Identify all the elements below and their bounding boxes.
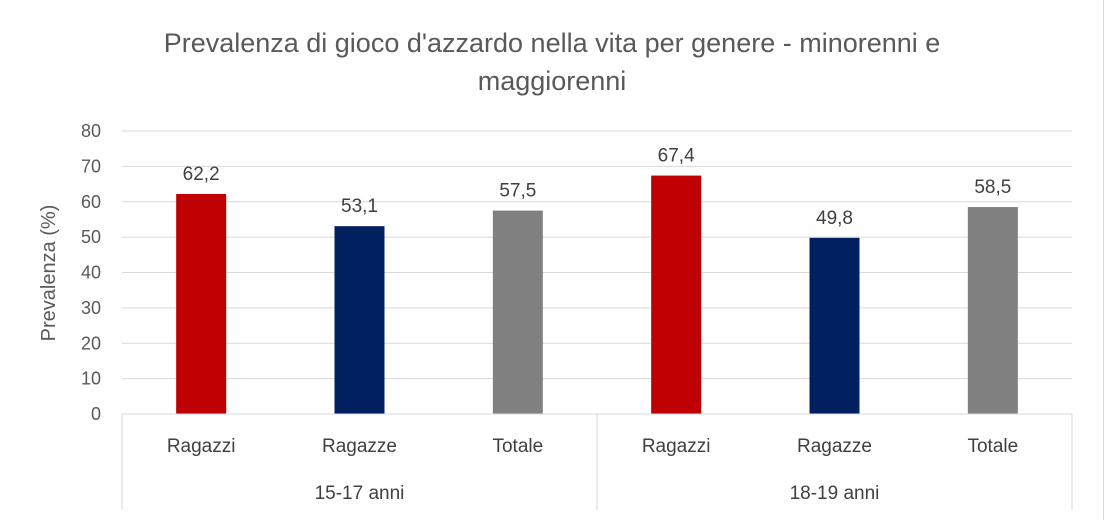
data-label: 62,2 [183,164,220,185]
bar [967,207,1018,414]
category-label: Ragazze [797,436,872,457]
data-label: 49,8 [816,208,853,229]
data-label: 67,4 [658,146,695,167]
data-labels: 62,2 53,1 57,5 67,4 49,8 58,5 [183,146,1012,229]
category-label: Ragazze [322,436,397,457]
y-tick-label: 10 [81,369,101,389]
data-label: 53,1 [341,196,378,217]
group-label: 18-19 anni [790,483,880,504]
category-axis: Ragazzi Ragazze Totale Ragazzi Ragazze Totale… [121,413,1073,510]
category-label: Ragazzi [642,436,711,457]
y-tick-label: 60 [81,192,101,212]
y-tick-label: 70 [81,156,101,176]
data-label: 57,5 [499,181,536,202]
category-label: Ragazzi [167,436,236,457]
y-tick-label: 0 [91,404,101,424]
y-tick-label: 20 [81,333,101,353]
bar [809,237,860,414]
category-label: Totale [967,436,1018,457]
y-tick-label: 80 [81,121,101,141]
bar [492,210,543,414]
chart-title-line-2: maggiorenni [478,66,627,96]
y-tick-labels: 0 10 20 30 40 50 60 70 80 [81,121,101,424]
bar [651,175,702,414]
y-axis-label: Prevalenza (%) [38,205,60,342]
category-label: Totale [492,436,543,457]
y-tick-label: 40 [81,263,101,283]
y-tick-label: 50 [81,227,101,247]
group-label: 15-17 anni [315,483,405,504]
y-tick-label: 30 [81,298,101,318]
bar [176,193,227,414]
bars [176,175,1018,414]
gridlines [122,130,1072,415]
chart-title-line-1: Prevalenza di gioco d'azzardo nella vita… [164,28,941,58]
data-label: 58,5 [974,177,1011,198]
bar [334,226,385,414]
